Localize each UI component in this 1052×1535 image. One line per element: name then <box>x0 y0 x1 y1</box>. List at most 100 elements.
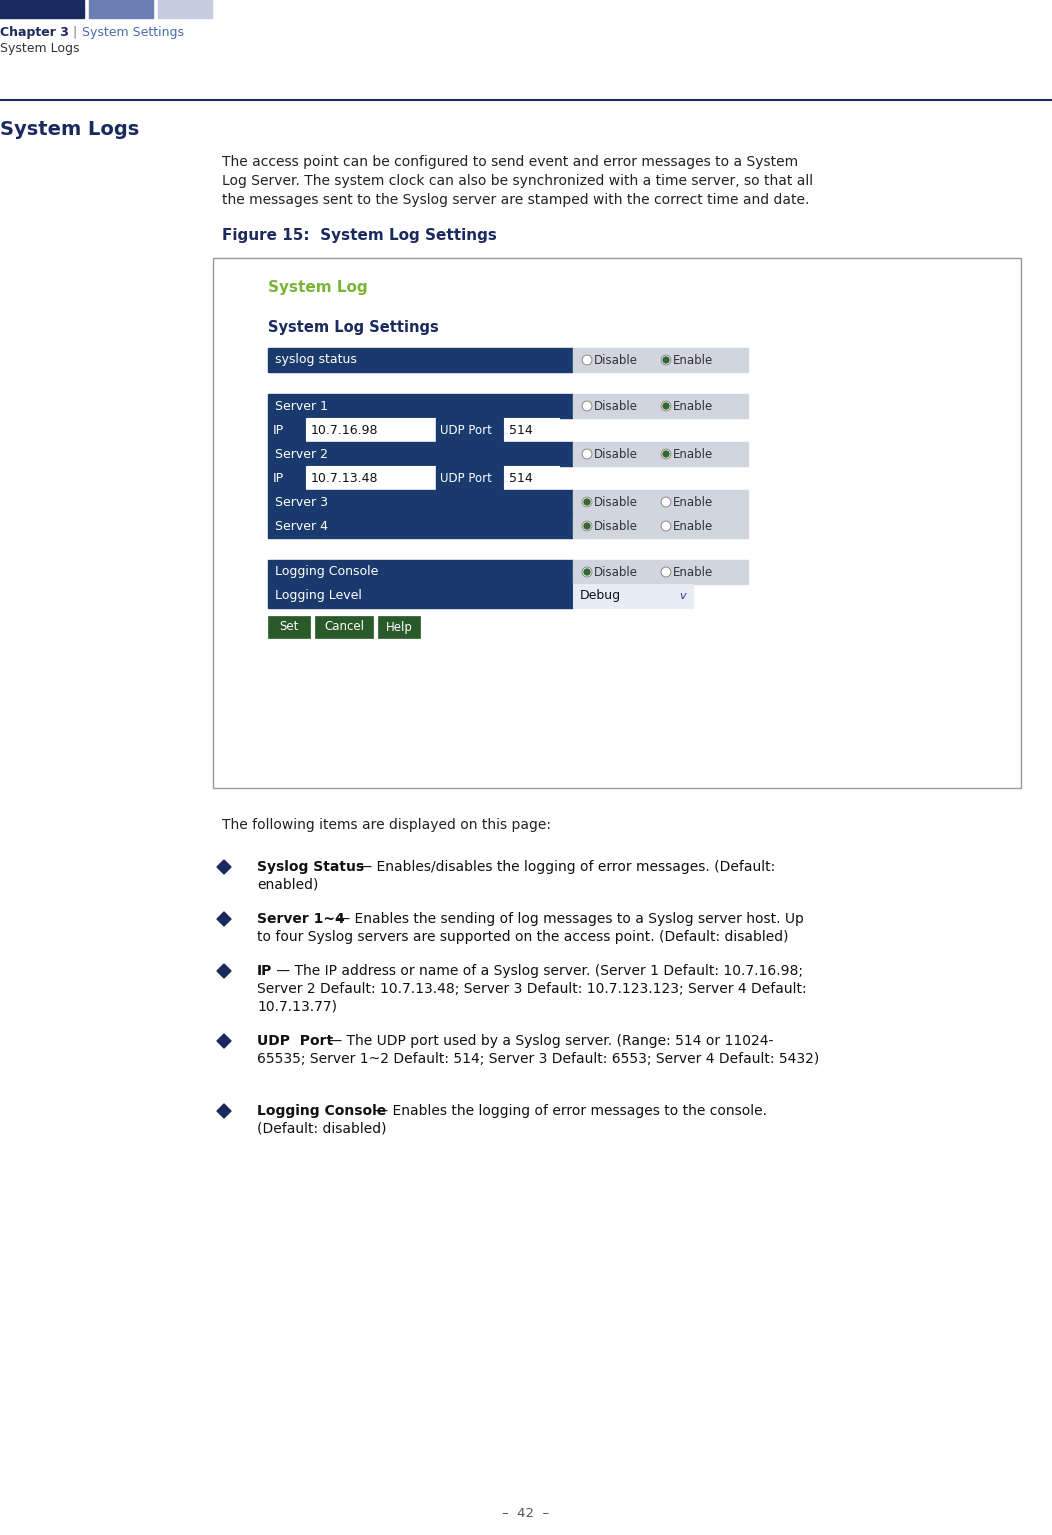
Text: Disable: Disable <box>594 496 638 508</box>
Text: Chapter 3: Chapter 3 <box>0 26 68 38</box>
Circle shape <box>582 401 592 411</box>
Text: IP: IP <box>274 471 284 485</box>
Circle shape <box>661 497 671 507</box>
Text: Figure 15:  System Log Settings: Figure 15: System Log Settings <box>222 229 497 243</box>
Text: Cancel: Cancel <box>324 620 364 634</box>
Text: –  42  –: – 42 – <box>503 1507 549 1520</box>
Text: the messages sent to the Syslog server are stamped with the correct time and dat: the messages sent to the Syslog server a… <box>222 193 809 207</box>
Text: Server 1~4: Server 1~4 <box>257 912 345 926</box>
Text: Set: Set <box>280 620 299 634</box>
Text: System Logs: System Logs <box>0 120 139 140</box>
Text: Debug: Debug <box>580 589 621 603</box>
Circle shape <box>661 355 671 365</box>
Text: — Enables the logging of error messages to the console.: — Enables the logging of error messages … <box>369 1104 767 1117</box>
Bar <box>268 442 573 467</box>
Text: Enable: Enable <box>673 519 713 533</box>
Bar <box>573 442 748 467</box>
Text: Logging Console: Logging Console <box>257 1104 386 1117</box>
Text: Enable: Enable <box>673 448 713 460</box>
Text: (Default: disabled): (Default: disabled) <box>257 1122 386 1136</box>
Text: Server 2 Default: 10.7.13.48; Server 3 Default: 10.7.123.123; Server 4 Default:: Server 2 Default: 10.7.13.48; Server 3 D… <box>257 982 807 996</box>
Text: — Enables the sending of log messages to a Syslog server host. Up: — Enables the sending of log messages to… <box>332 912 804 926</box>
Circle shape <box>582 497 592 507</box>
Polygon shape <box>217 1035 231 1048</box>
Text: Server 4: Server 4 <box>275 519 328 533</box>
Bar <box>268 490 573 514</box>
Bar <box>268 418 306 442</box>
Text: 65535; Server 1~2 Default: 514; Server 3 Default: 6553; Server 4 Default: 5432): 65535; Server 1~2 Default: 514; Server 3… <box>257 1051 820 1065</box>
Circle shape <box>663 358 669 362</box>
Circle shape <box>663 451 669 457</box>
Bar <box>89 0 153 18</box>
Bar <box>268 467 306 490</box>
Text: Logging Console: Logging Console <box>275 565 379 579</box>
Text: System Log Settings: System Log Settings <box>268 319 439 335</box>
Bar <box>268 394 573 418</box>
Text: syslog status: syslog status <box>275 353 357 367</box>
Circle shape <box>661 401 671 411</box>
Bar <box>573 583 693 608</box>
Text: — The IP address or name of a Syslog server. (Server 1 Default: 10.7.16.98;: — The IP address or name of a Syslog ser… <box>272 964 803 978</box>
Bar <box>158 0 213 18</box>
Circle shape <box>582 450 592 459</box>
Bar <box>436 467 504 490</box>
Text: The access point can be configured to send event and error messages to a System: The access point can be configured to se… <box>222 155 798 169</box>
Text: IP: IP <box>257 964 272 978</box>
Bar <box>436 418 504 442</box>
Text: — Enables/disables the logging of error messages. (Default:: — Enables/disables the logging of error … <box>355 860 775 873</box>
Bar <box>504 418 559 442</box>
Bar <box>306 418 436 442</box>
Polygon shape <box>217 1104 231 1117</box>
Circle shape <box>661 450 671 459</box>
Bar <box>315 616 373 639</box>
Text: Disable: Disable <box>594 519 638 533</box>
Polygon shape <box>217 860 231 873</box>
Text: v: v <box>679 591 686 602</box>
Text: Enable: Enable <box>673 399 713 413</box>
Bar <box>573 348 748 371</box>
Bar <box>378 616 420 639</box>
Text: IP: IP <box>274 424 284 436</box>
Bar <box>573 560 748 583</box>
Text: 514: 514 <box>509 471 532 485</box>
Text: UDP  Port: UDP Port <box>257 1035 333 1048</box>
Circle shape <box>584 523 590 530</box>
Bar <box>573 394 748 418</box>
Text: 10.7.13.77): 10.7.13.77) <box>257 999 337 1015</box>
Bar <box>268 616 310 639</box>
Text: System Logs: System Logs <box>0 41 80 55</box>
Bar <box>0 0 84 18</box>
Text: System Log: System Log <box>268 279 367 295</box>
Bar <box>268 514 573 537</box>
Bar <box>268 560 573 583</box>
Circle shape <box>661 566 671 577</box>
Text: Disable: Disable <box>594 353 638 367</box>
Text: Enable: Enable <box>673 496 713 508</box>
Circle shape <box>584 499 590 505</box>
Text: UDP Port: UDP Port <box>440 471 492 485</box>
Circle shape <box>663 404 669 408</box>
Text: Logging Level: Logging Level <box>275 589 362 603</box>
Text: 10.7.13.48: 10.7.13.48 <box>311 471 379 485</box>
Circle shape <box>582 355 592 365</box>
Text: Disable: Disable <box>594 448 638 460</box>
Bar <box>268 583 573 608</box>
Text: enabled): enabled) <box>257 878 319 892</box>
Bar <box>573 514 748 537</box>
Text: Enable: Enable <box>673 353 713 367</box>
Polygon shape <box>217 964 231 978</box>
Text: Enable: Enable <box>673 565 713 579</box>
Text: Syslog Status: Syslog Status <box>257 860 364 873</box>
Bar <box>306 467 436 490</box>
Bar <box>504 467 559 490</box>
Text: |: | <box>72 26 76 38</box>
Circle shape <box>661 520 671 531</box>
Text: Server 2: Server 2 <box>275 448 328 460</box>
Bar <box>268 348 573 371</box>
Text: Disable: Disable <box>594 565 638 579</box>
Polygon shape <box>217 912 231 926</box>
Text: The following items are displayed on this page:: The following items are displayed on thi… <box>222 818 551 832</box>
Bar <box>213 258 1021 787</box>
Text: System Settings: System Settings <box>82 26 184 38</box>
Text: 10.7.16.98: 10.7.16.98 <box>311 424 379 436</box>
